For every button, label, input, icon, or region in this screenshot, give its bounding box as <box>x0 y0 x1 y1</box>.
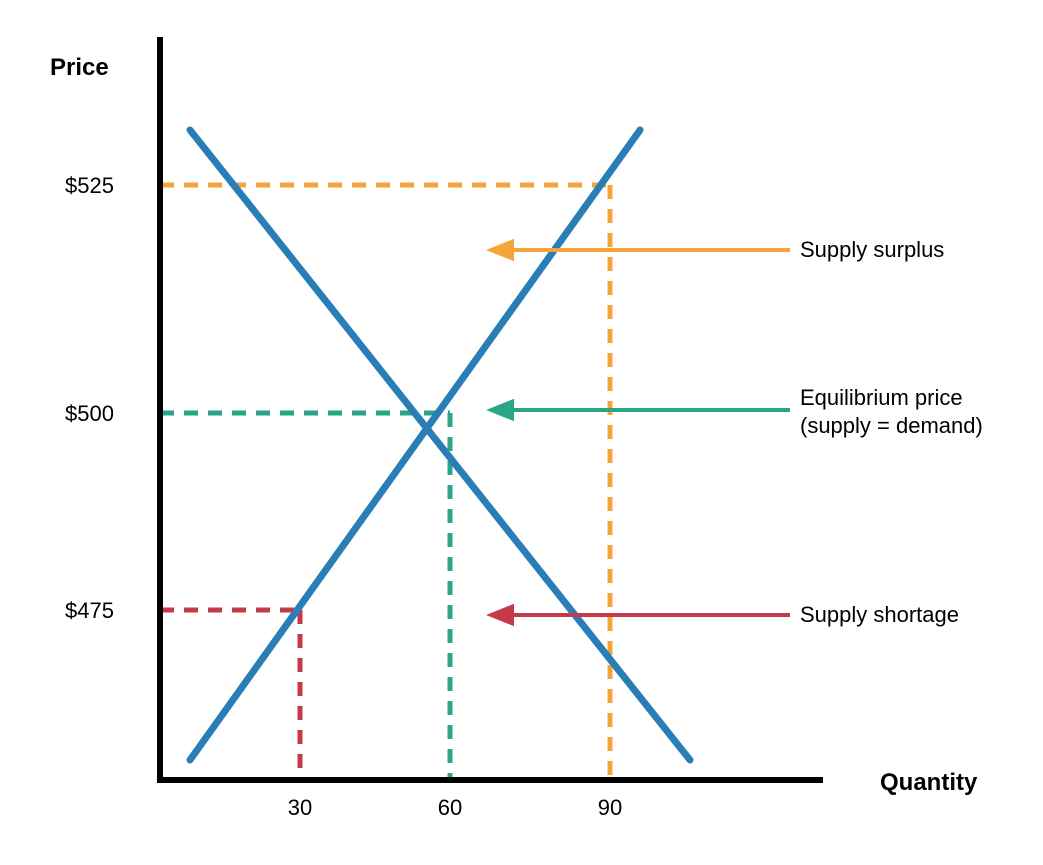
y-tick-label: $525 <box>65 173 114 198</box>
arrow-surplus-label: Supply surplus <box>800 237 944 262</box>
x-tick-label: 60 <box>438 795 462 820</box>
arrow-equilibrium-label: Equilibrium price <box>800 385 963 410</box>
x-axis-title: Quantity <box>880 769 978 796</box>
x-tick-label: 30 <box>288 795 312 820</box>
supply-demand-chart: Price Quantity $475 $500 $525 30 60 90 Supply su… <box>0 0 1043 865</box>
y-axis-title: Price <box>50 54 109 81</box>
chart-stage: Price Quantity $475 $500 $525 30 60 90 Supply su… <box>0 0 1043 865</box>
y-tick-label: $475 <box>65 598 114 623</box>
arrow-shortage-label: Supply shortage <box>800 602 959 627</box>
y-tick-label: $500 <box>65 401 114 426</box>
x-tick-label: 90 <box>598 795 622 820</box>
arrow-equilibrium-label: (supply = demand) <box>800 413 983 438</box>
